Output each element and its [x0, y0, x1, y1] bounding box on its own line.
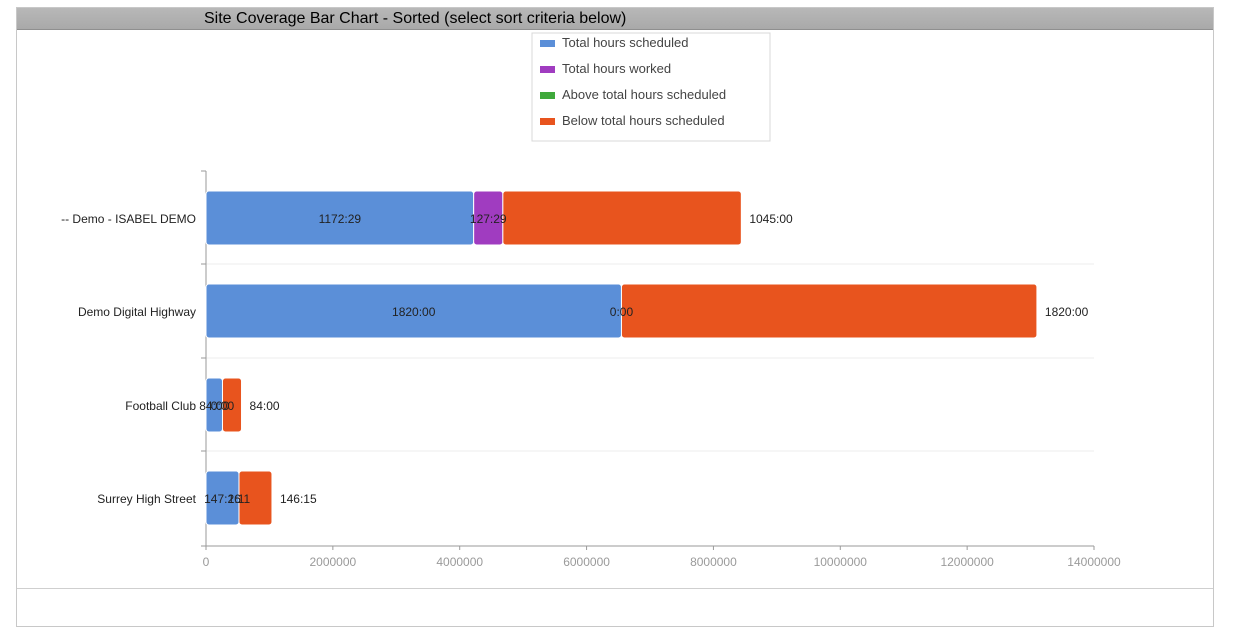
chart-title-bar: Site Coverage Bar Chart - Sorted (select…	[17, 8, 1213, 30]
chart-labels: -- Demo - ISABEL DEMO Demo Digital Highwa…	[61, 212, 1089, 506]
x-tick-label: 14000000	[1067, 555, 1121, 569]
bar-segment[interactable]	[620, 283, 1038, 339]
legend-label[interactable]: Total hours scheduled	[562, 35, 688, 50]
data-label: 146:15	[280, 492, 317, 506]
x-tick-label: 12000000	[940, 555, 994, 569]
legend-swatch[interactable]	[540, 118, 555, 125]
x-tick-label: 2000000	[309, 555, 356, 569]
category-label: -- Demo - ISABEL DEMO	[61, 212, 196, 226]
data-label: 127:29	[470, 212, 507, 226]
category-label: Football Club	[125, 399, 196, 413]
data-label: 84:00	[250, 399, 280, 413]
data-label: 1045:00	[749, 212, 793, 226]
legend-label[interactable]: Below total hours scheduled	[562, 113, 725, 128]
chart-bars	[205, 190, 1038, 526]
chart-legend[interactable]: Total hours scheduled Total hours worked A…	[531, 32, 771, 142]
bar-segment[interactable]	[502, 190, 742, 246]
data-label: 1820:00	[392, 305, 436, 319]
legend-box	[531, 32, 771, 142]
data-label: 1172:29	[319, 212, 362, 226]
data-label: 0:00	[211, 399, 235, 413]
data-label: 0:00	[610, 305, 634, 319]
x-tick-label: 4000000	[436, 555, 483, 569]
data-label: 147:26	[204, 492, 241, 506]
x-tick-label: 8000000	[690, 555, 737, 569]
category-label: Surrey High Street	[97, 492, 196, 506]
bar-segment[interactable]	[238, 470, 273, 526]
x-tick-label: 10000000	[814, 555, 868, 569]
x-tick-label: 0	[203, 555, 210, 569]
data-label: 84:00	[199, 399, 229, 413]
chart-gridlines	[206, 263, 1094, 452]
chart-panel-title: Site Coverage Bar Chart - Sorted (select…	[204, 10, 627, 27]
data-label: 1:11	[228, 492, 251, 506]
data-label: 1820:00	[1045, 305, 1089, 319]
x-tick-label: 6000000	[563, 555, 610, 569]
legend-swatch[interactable]	[540, 92, 555, 99]
bar-segment[interactable]	[221, 377, 243, 433]
legend-swatch[interactable]	[540, 66, 555, 73]
legend-swatch[interactable]	[540, 40, 555, 47]
legend-label[interactable]: Total hours worked	[562, 61, 671, 76]
panel-footer-divider	[17, 588, 1213, 589]
category-label: Demo Digital Highway	[78, 305, 196, 319]
legend-label[interactable]: Above total hours scheduled	[562, 87, 726, 102]
